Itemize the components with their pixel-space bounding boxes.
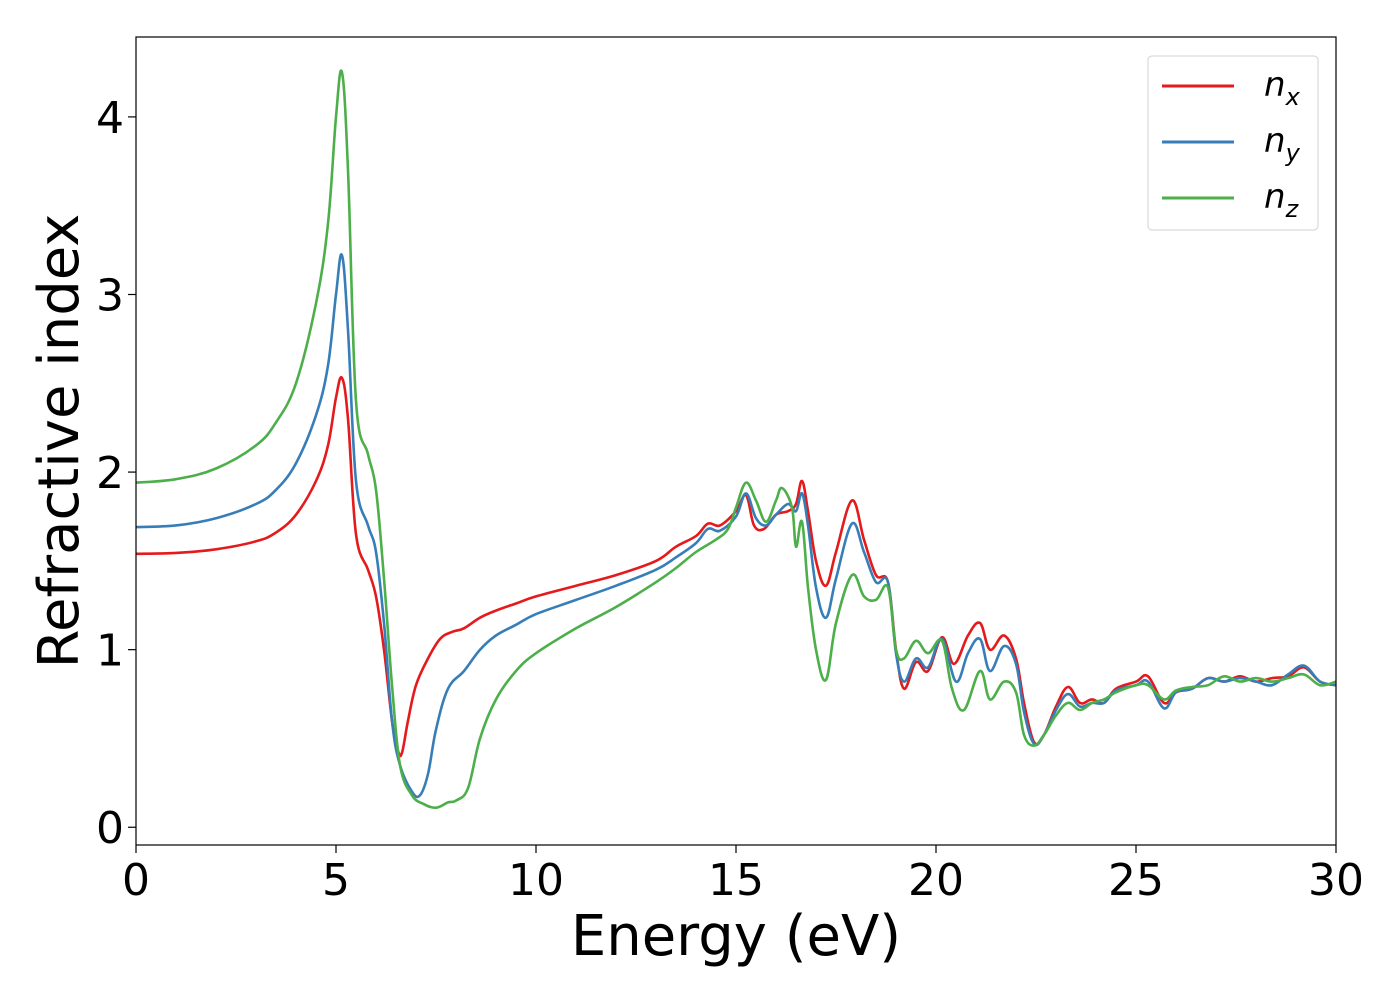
legend-label-subscript: x [1285,83,1301,111]
legend-label-x: nx [1264,65,1301,111]
x-tick-label: 15 [708,855,764,906]
y-tick-label: 1 [96,626,124,677]
x-tick-label: 20 [908,855,964,906]
legend-label-base: n [1264,65,1286,105]
x-axis-ticks: 0 5 10 15 20 25 30 [122,845,1364,906]
x-tick-label: 10 [508,855,564,906]
x-tick-label: 30 [1308,855,1364,906]
legend-label-z: nz [1264,177,1300,223]
x-axis-title: Energy (eV) [571,904,901,969]
y-tick-label: 4 [96,93,124,144]
legend-label-base: n [1264,121,1286,161]
x-tick-label: 25 [1108,855,1164,906]
series-line-y [135,253,1337,799]
y-tick-label: 0 [96,803,124,854]
legend-label-y: ny [1264,121,1301,167]
legend-label-subscript: y [1285,139,1301,167]
legend-label-subscript: z [1285,195,1300,223]
legend-label-base: n [1264,177,1286,217]
series-layer [135,69,1337,810]
y-tick-label: 3 [96,270,124,321]
series-line-z [135,69,1337,810]
series-line-x [135,375,1337,758]
x-tick-label: 0 [122,855,150,906]
y-axis-title: Refractive index [27,214,92,669]
y-axis-ticks: 0 1 2 3 4 [96,93,136,854]
y-tick-label: 2 [96,448,124,499]
x-tick-label: 5 [322,855,350,906]
